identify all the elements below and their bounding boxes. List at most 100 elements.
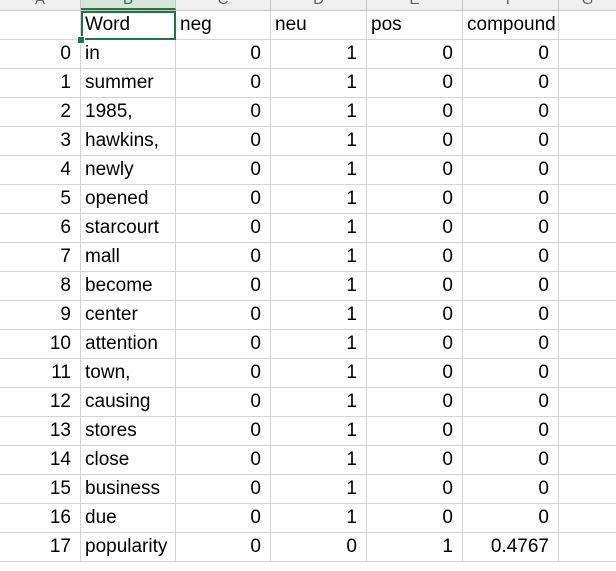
cell-compound[interactable]: 0 — [463, 127, 559, 156]
header-cell-compound[interactable]: compound — [463, 11, 559, 40]
cell-neg[interactable]: 0 — [176, 446, 271, 475]
cell-neu[interactable]: 1 — [271, 98, 367, 127]
cell-compound[interactable]: 0 — [463, 475, 559, 504]
column-header-b[interactable]: B — [81, 0, 176, 10]
cell-pos[interactable]: 0 — [367, 243, 463, 272]
cell-pos[interactable]: 0 — [367, 127, 463, 156]
cell-neg[interactable]: 0 — [176, 185, 271, 214]
empty-cell[interactable] — [559, 417, 616, 446]
cell-neu[interactable]: 1 — [271, 301, 367, 330]
cell-pos[interactable]: 0 — [367, 272, 463, 301]
cell-pos[interactable]: 0 — [367, 98, 463, 127]
cell-word[interactable]: popularity — [81, 533, 176, 562]
cell-pos[interactable]: 0 — [367, 185, 463, 214]
cell-neu[interactable]: 1 — [271, 272, 367, 301]
empty-cell[interactable] — [559, 272, 616, 301]
cell-compound[interactable]: 0 — [463, 243, 559, 272]
cell-neg[interactable]: 0 — [176, 40, 271, 69]
cell-index[interactable]: 6 — [0, 214, 81, 243]
cell-neu[interactable]: 1 — [271, 127, 367, 156]
cell-compound[interactable]: 0 — [463, 214, 559, 243]
column-header-e[interactable]: E — [367, 0, 463, 10]
cell-neg[interactable]: 0 — [176, 243, 271, 272]
cell-neg[interactable]: 0 — [176, 98, 271, 127]
cell-neg[interactable]: 0 — [176, 69, 271, 98]
column-header-c[interactable]: C — [176, 0, 271, 10]
empty-cell[interactable] — [559, 98, 616, 127]
cell-neu[interactable]: 1 — [271, 185, 367, 214]
cell-neg[interactable]: 0 — [176, 417, 271, 446]
cell-word[interactable]: stores — [81, 417, 176, 446]
empty-cell[interactable] — [559, 69, 616, 98]
cell-neu[interactable]: 1 — [271, 446, 367, 475]
cell-index[interactable]: 8 — [0, 272, 81, 301]
cell-neu[interactable]: 1 — [271, 388, 367, 417]
cell-index[interactable]: 10 — [0, 330, 81, 359]
cell-pos[interactable]: 0 — [367, 69, 463, 98]
cell-neu[interactable]: 1 — [271, 330, 367, 359]
cell-index[interactable]: 13 — [0, 417, 81, 446]
cell-compound[interactable]: 0 — [463, 156, 559, 185]
cell-pos[interactable]: 0 — [367, 359, 463, 388]
cell-compound[interactable]: 0 — [463, 69, 559, 98]
cell-word[interactable]: business — [81, 475, 176, 504]
cell-compound[interactable]: 0 — [463, 272, 559, 301]
cell-compound[interactable]: 0 — [463, 388, 559, 417]
cell-neu[interactable]: 1 — [271, 243, 367, 272]
cell-index[interactable]: 11 — [0, 359, 81, 388]
cell-index[interactable]: 9 — [0, 301, 81, 330]
cell-word[interactable]: mall — [81, 243, 176, 272]
empty-cell[interactable] — [559, 359, 616, 388]
cell-neu[interactable]: 1 — [271, 214, 367, 243]
empty-cell[interactable] — [559, 11, 616, 40]
cell-word[interactable]: newly — [81, 156, 176, 185]
cell-pos[interactable]: 0 — [367, 417, 463, 446]
cell-pos[interactable]: 0 — [367, 475, 463, 504]
cell-pos[interactable]: 0 — [367, 301, 463, 330]
empty-cell[interactable] — [559, 40, 616, 69]
cell-index[interactable]: 7 — [0, 243, 81, 272]
fill-handle[interactable] — [77, 36, 85, 44]
empty-cell[interactable] — [559, 330, 616, 359]
cell-index[interactable]: 12 — [0, 388, 81, 417]
empty-cell[interactable] — [559, 475, 616, 504]
empty-cell[interactable] — [559, 446, 616, 475]
cell-compound[interactable]: 0 — [463, 417, 559, 446]
cell-compound[interactable]: 0 — [463, 504, 559, 533]
cell-compound[interactable]: 0 — [463, 301, 559, 330]
cell-pos[interactable]: 0 — [367, 40, 463, 69]
cell-index[interactable]: 1 — [0, 69, 81, 98]
cell-index[interactable]: 15 — [0, 475, 81, 504]
cell-word[interactable]: in — [81, 40, 176, 69]
cell-index[interactable]: 5 — [0, 185, 81, 214]
header-cell-index[interactable] — [0, 11, 81, 40]
cell-neu[interactable]: 0 — [271, 533, 367, 562]
cell-compound[interactable]: 0 — [463, 446, 559, 475]
column-header-f[interactable]: F — [463, 0, 559, 10]
cell-neu[interactable]: 1 — [271, 156, 367, 185]
cell-neu[interactable]: 1 — [271, 359, 367, 388]
cell-word[interactable]: 1985, — [81, 98, 176, 127]
cell-neu[interactable]: 1 — [271, 40, 367, 69]
cell-compound[interactable]: 0 — [463, 185, 559, 214]
cell-word[interactable]: summer — [81, 69, 176, 98]
cell-compound[interactable]: 0 — [463, 359, 559, 388]
cell-neu[interactable]: 1 — [271, 504, 367, 533]
cell-neg[interactable]: 0 — [176, 214, 271, 243]
empty-cell[interactable] — [559, 504, 616, 533]
cell-compound[interactable]: 0 — [463, 98, 559, 127]
cell-neg[interactable]: 0 — [176, 272, 271, 301]
cell-neu[interactable]: 1 — [271, 69, 367, 98]
cell-neg[interactable]: 0 — [176, 475, 271, 504]
cell-index[interactable]: 16 — [0, 504, 81, 533]
cell-word[interactable]: starcourt — [81, 214, 176, 243]
cell-neg[interactable]: 0 — [176, 156, 271, 185]
cell-pos[interactable]: 0 — [367, 330, 463, 359]
cell-compound[interactable]: 0 — [463, 40, 559, 69]
cell-word[interactable]: become — [81, 272, 176, 301]
cell-neg[interactable]: 0 — [176, 388, 271, 417]
cell-index[interactable]: 2 — [0, 98, 81, 127]
column-header-g[interactable]: G — [559, 0, 616, 10]
cell-compound[interactable]: 0.4767 — [463, 533, 559, 562]
selected-cell-word-header[interactable]: Word — [81, 11, 176, 40]
